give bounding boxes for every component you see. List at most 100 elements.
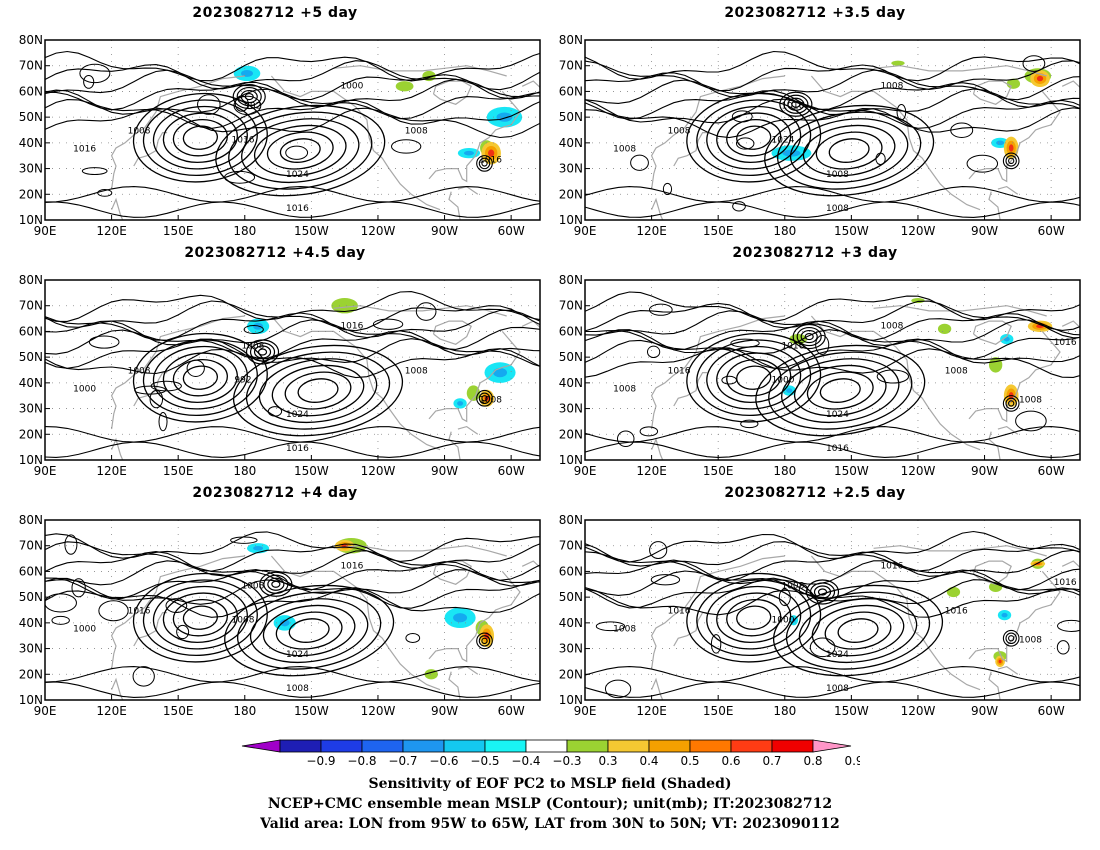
x-tick-label: 60W: [1038, 224, 1065, 238]
map-content: 1008 1016 1008 1016 1000 1024 1016 1008 1008 1016: [585, 280, 1080, 460]
colorbar-bin: [402, 739, 445, 753]
y-tick-label: 30N: [19, 162, 43, 176]
contour-label: 1024: [826, 410, 849, 420]
coastline: [270, 75, 441, 211]
isobar: [481, 395, 488, 402]
isobar: [798, 598, 918, 663]
contour-label: 1016: [73, 145, 96, 155]
contour-label: 1008: [945, 367, 968, 377]
isobar: [696, 339, 812, 417]
isobar: [267, 577, 285, 591]
y-tick-label: 80N: [559, 273, 583, 287]
isobar: [228, 111, 373, 190]
coastline: [428, 571, 521, 663]
x-tick-label: 90W: [971, 704, 998, 718]
isobar: [182, 365, 218, 390]
isobar: [1002, 395, 1020, 412]
isobar: [1008, 400, 1015, 407]
isobar: [732, 201, 746, 212]
isobar: [686, 332, 822, 423]
contour-label: 1016: [668, 607, 691, 617]
isobar: [726, 598, 782, 637]
map-plot: 1000 1008 1016 1016 1008 1024 1008 10N 20N 30N 40N…: [19, 513, 541, 718]
isobar: [768, 351, 913, 430]
isobar: [182, 605, 218, 630]
isobar: [237, 591, 382, 670]
x-tick-label: 120E: [96, 464, 127, 478]
isobar: [809, 637, 836, 658]
x-tick-label: 150E: [163, 224, 194, 238]
isobar: [648, 303, 673, 316]
isobar: [186, 359, 205, 377]
isobar: [45, 348, 540, 379]
y-tick-label: 10N: [559, 693, 583, 707]
isobar: [45, 99, 540, 129]
y-tick-label: 60N: [19, 324, 43, 338]
colorbar-bin: [361, 739, 404, 753]
colorbar-bin: [648, 739, 691, 753]
panel-title: 2023082712 +3 day: [732, 245, 898, 261]
coastline: [988, 671, 1001, 700]
panel-title: 2023082712 +3.5 day: [724, 5, 906, 21]
isobar: [726, 118, 782, 157]
y-tick-label: 50N: [19, 350, 43, 364]
coastline: [650, 315, 785, 430]
isobar: [716, 592, 792, 643]
isobar: [585, 50, 1080, 82]
isobar: [875, 152, 886, 166]
coastline: [428, 91, 521, 183]
map-plot: 1008 1016 1008 1016 1000 1024 1016 1008 1008 1016…: [559, 273, 1081, 478]
coastline: [997, 185, 1019, 195]
isobar: [585, 98, 1080, 129]
x-tick-label: 150W: [294, 704, 329, 718]
isobar: [132, 332, 268, 423]
colorbar-tick-label: −0.5: [470, 754, 499, 768]
y-tick-label: 10N: [559, 453, 583, 467]
isobar: [45, 681, 540, 698]
colorbar-tick-label: −0.8: [347, 754, 376, 768]
coastline: [457, 665, 479, 675]
panel-plus-3.5-day: 2023082712 +3.5 day 1008 1016 1008 1008 1024…: [545, 5, 1085, 245]
colorbar-left-arrow: [241, 739, 281, 753]
colorbar-bin: [525, 739, 568, 753]
isobar: [391, 139, 422, 154]
isobar: [778, 588, 791, 607]
coastline: [432, 80, 472, 105]
coastline: [972, 80, 1012, 105]
isobar: [132, 666, 155, 687]
isobar: [266, 131, 334, 170]
y-tick-label: 60N: [559, 564, 583, 578]
isobar: [585, 441, 1080, 458]
y-tick-label: 80N: [19, 33, 43, 47]
x-tick-label: 90E: [574, 704, 597, 718]
contour-label: 1024: [826, 650, 849, 660]
x-tick-label: 90E: [34, 224, 57, 238]
contour-label: 1016: [880, 562, 903, 572]
x-tick-label: 60W: [498, 224, 525, 238]
isobar: [585, 186, 1080, 203]
coastline: [650, 555, 785, 670]
isobar: [45, 300, 540, 332]
isobar: [45, 329, 540, 360]
colorbar-tick-label: 0.4: [639, 754, 658, 768]
panel-plus-3-day: 2023082712 +3 day 1008 1016 1008 1016 1000 10…: [545, 245, 1085, 485]
coastline: [448, 431, 461, 460]
isobar: [45, 291, 540, 322]
isobar: [966, 154, 999, 173]
isobar: [152, 585, 248, 650]
colorbar-bin: [607, 739, 650, 753]
contour-label: 1008: [405, 127, 428, 137]
isobar: [696, 99, 812, 177]
y-tick-label: 50N: [19, 590, 43, 604]
panel-plus-5-day: 2023082712 +5 day 1016 992 1000 1008 1016 102…: [5, 5, 545, 245]
isobar: [285, 145, 309, 160]
contour-label: 1008: [232, 616, 255, 626]
isobar: [172, 118, 228, 157]
isobar: [896, 103, 907, 121]
isobar: [45, 88, 540, 120]
isobar: [233, 95, 262, 116]
coastline: [110, 75, 245, 190]
negative-sensitivity-core: [457, 401, 464, 406]
panel-title: 2023082712 +2.5 day: [724, 485, 906, 501]
isobar: [736, 365, 772, 390]
